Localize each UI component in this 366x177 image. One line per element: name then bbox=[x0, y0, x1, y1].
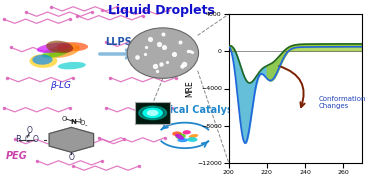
Text: O: O bbox=[284, 116, 289, 122]
Text: O: O bbox=[301, 120, 306, 126]
Ellipse shape bbox=[175, 134, 186, 139]
Ellipse shape bbox=[58, 62, 86, 69]
Ellipse shape bbox=[175, 134, 184, 140]
Text: O: O bbox=[290, 153, 296, 162]
Ellipse shape bbox=[172, 132, 182, 136]
Y-axis label: MRE: MRE bbox=[185, 80, 194, 97]
Text: β-LG: β-LG bbox=[50, 81, 71, 90]
Ellipse shape bbox=[46, 41, 73, 53]
Ellipse shape bbox=[56, 42, 88, 51]
Text: Biological Catalyst: Biological Catalyst bbox=[135, 105, 238, 115]
Text: O: O bbox=[26, 127, 32, 135]
Circle shape bbox=[139, 106, 167, 120]
Ellipse shape bbox=[57, 45, 73, 52]
Polygon shape bbox=[270, 127, 315, 152]
Ellipse shape bbox=[187, 137, 198, 142]
Ellipse shape bbox=[189, 134, 198, 138]
Text: N: N bbox=[292, 119, 298, 125]
Ellipse shape bbox=[127, 28, 198, 78]
Text: -: - bbox=[306, 122, 309, 128]
Text: N: N bbox=[70, 119, 76, 125]
Text: Conformational
Changes: Conformational Changes bbox=[318, 96, 366, 109]
Circle shape bbox=[147, 110, 158, 115]
Circle shape bbox=[143, 108, 162, 118]
Ellipse shape bbox=[32, 55, 53, 65]
Text: C: C bbox=[25, 135, 30, 144]
Text: O: O bbox=[33, 135, 39, 144]
Ellipse shape bbox=[182, 130, 191, 135]
Ellipse shape bbox=[37, 43, 71, 53]
Polygon shape bbox=[49, 127, 94, 152]
FancyBboxPatch shape bbox=[135, 102, 170, 124]
Text: Liquid Droplets: Liquid Droplets bbox=[108, 4, 214, 16]
Ellipse shape bbox=[42, 48, 70, 58]
Text: O: O bbox=[62, 116, 67, 122]
Text: -: - bbox=[85, 122, 87, 128]
Text: +: + bbox=[299, 117, 303, 122]
Ellipse shape bbox=[49, 44, 80, 58]
Text: +: + bbox=[78, 117, 82, 122]
Text: R: R bbox=[15, 135, 20, 144]
Text: LLPS: LLPS bbox=[105, 37, 132, 47]
Text: PEG: PEG bbox=[5, 151, 27, 161]
Ellipse shape bbox=[178, 138, 188, 142]
Ellipse shape bbox=[29, 54, 57, 68]
Text: O: O bbox=[80, 120, 85, 126]
Text: O: O bbox=[68, 153, 74, 162]
